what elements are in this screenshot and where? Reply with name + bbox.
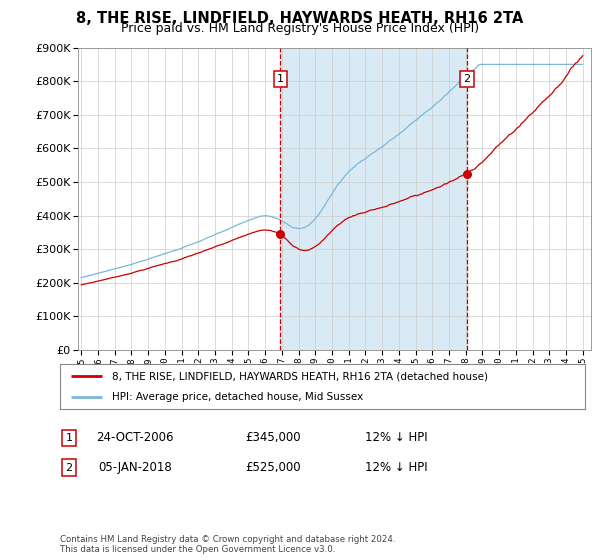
Text: 2: 2 [65, 463, 73, 473]
Text: 12% ↓ HPI: 12% ↓ HPI [365, 461, 427, 474]
Text: 24-OCT-2006: 24-OCT-2006 [96, 431, 174, 445]
Text: £345,000: £345,000 [245, 431, 301, 445]
Text: 1: 1 [277, 74, 284, 85]
Text: 8, THE RISE, LINDFIELD, HAYWARDS HEATH, RH16 2TA (detached house): 8, THE RISE, LINDFIELD, HAYWARDS HEATH, … [113, 371, 488, 381]
Text: 1: 1 [65, 433, 73, 443]
Point [462, 169, 472, 178]
Text: 2: 2 [464, 74, 470, 85]
Text: 12% ↓ HPI: 12% ↓ HPI [365, 431, 427, 445]
Text: £525,000: £525,000 [245, 461, 301, 474]
Bar [280, 48, 467, 350]
Text: Price paid vs. HM Land Registry's House Price Index (HPI): Price paid vs. HM Land Registry's House … [121, 22, 479, 35]
Text: 05-JAN-2018: 05-JAN-2018 [98, 461, 172, 474]
Point [275, 230, 285, 239]
Text: Contains HM Land Registry data © Crown copyright and database right 2024.
This d: Contains HM Land Registry data © Crown c… [60, 535, 395, 554]
Text: HPI: Average price, detached house, Mid Sussex: HPI: Average price, detached house, Mid … [113, 391, 364, 402]
Text: 8, THE RISE, LINDFIELD, HAYWARDS HEATH, RH16 2TA: 8, THE RISE, LINDFIELD, HAYWARDS HEATH, … [76, 11, 524, 26]
